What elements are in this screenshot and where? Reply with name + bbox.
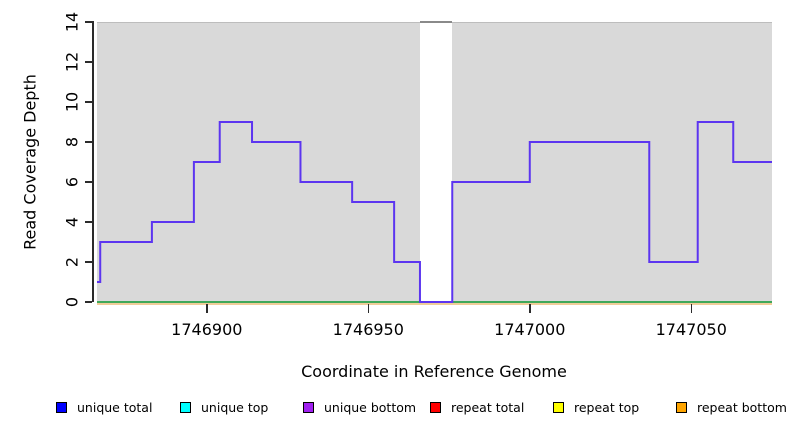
y-axis-tick <box>85 141 92 143</box>
y-axis-tick-label: 6 <box>62 176 82 188</box>
y-axis-tick-label: 8 <box>62 136 82 148</box>
legend-label: unique top <box>201 400 269 415</box>
y-axis-tick-label: 0 <box>62 296 82 308</box>
x-axis-tick <box>367 304 370 313</box>
legend-swatch-unique-bottom <box>303 402 314 413</box>
y-axis-tick-label: 10 <box>62 91 82 113</box>
y-axis-tick-label: 2 <box>62 256 82 268</box>
legend: unique total unique top unique bottom repea… <box>0 398 792 420</box>
y-axis-tick-label: 12 <box>62 51 82 73</box>
x-axis-tick-label: 1747000 <box>494 320 566 339</box>
legend-swatch-repeat-top <box>553 402 564 413</box>
x-axis-tick <box>529 304 531 313</box>
zero-baseline-tan-line <box>97 303 772 305</box>
y-axis-line <box>92 21 94 302</box>
legend-label: unique total <box>77 400 153 415</box>
y-axis-tick <box>85 101 92 103</box>
legend-swatch-repeat-bottom <box>676 402 687 413</box>
legend-label: repeat top <box>574 400 640 415</box>
legend-label: repeat total <box>451 400 525 415</box>
legend-swatch-unique-top <box>180 402 191 413</box>
x-axis-title: Coordinate in Reference Genome <box>301 362 567 381</box>
legend-label: repeat bottom <box>697 400 787 415</box>
y-axis-tick-label: 4 <box>62 216 82 228</box>
x-axis-tick <box>690 304 692 313</box>
x-axis-tick-label: 1746900 <box>171 320 243 339</box>
x-axis-tick-label: 1747050 <box>655 320 727 339</box>
y-axis-tick <box>85 301 92 303</box>
y-axis-tick <box>85 61 92 63</box>
y-axis-title: Read Coverage Depth <box>20 74 40 250</box>
legend-label: unique bottom <box>324 400 417 415</box>
zero-coverage-gap-band <box>419 21 453 301</box>
x-axis-tick-label: 1746950 <box>332 320 404 339</box>
legend-swatch-repeat-total <box>430 402 441 413</box>
y-axis-tick-label: 14 <box>62 11 82 33</box>
y-axis-tick <box>85 261 92 263</box>
x-axis-tick <box>206 304 208 313</box>
legend-swatch-unique-total <box>56 402 67 413</box>
y-axis-tick <box>85 21 92 23</box>
y-axis-tick <box>85 221 92 223</box>
y-axis-tick <box>85 181 92 183</box>
